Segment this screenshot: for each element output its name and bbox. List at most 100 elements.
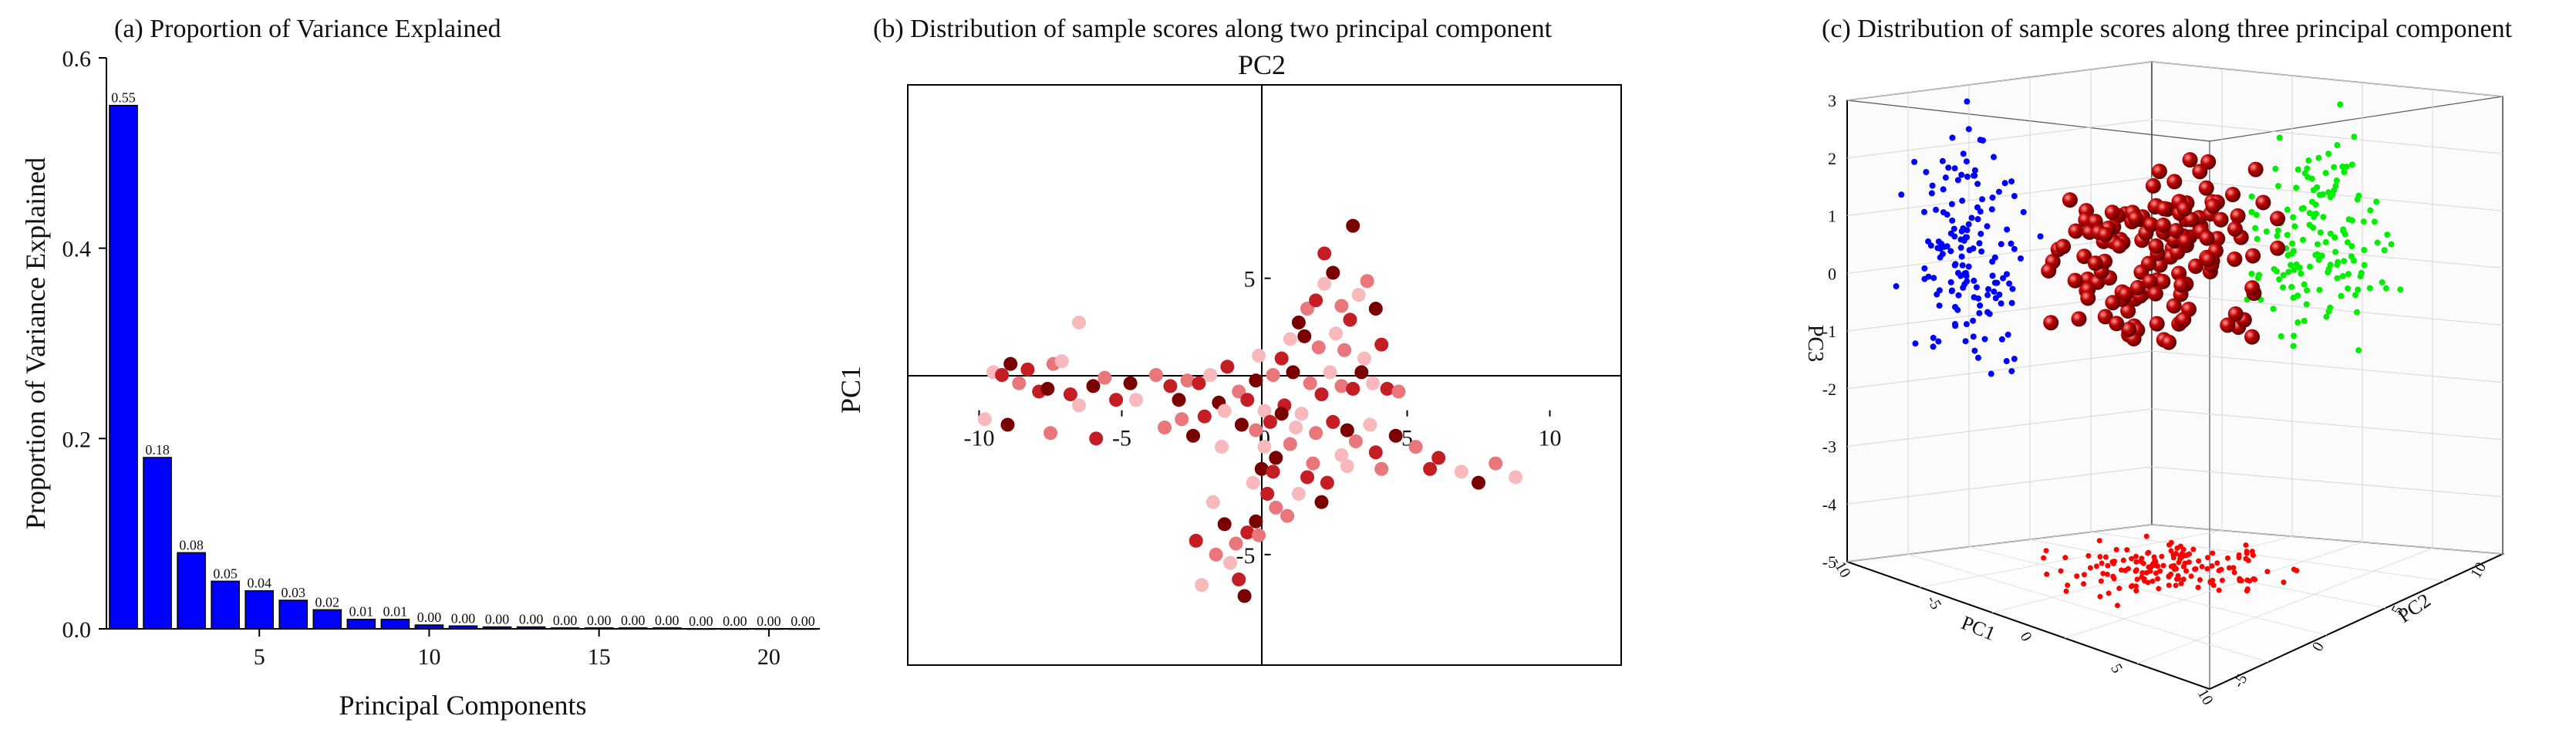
c-blue-point <box>1963 158 1970 165</box>
c-green-point <box>2253 211 2260 218</box>
c-red-point <box>2224 555 2230 561</box>
c-3d-point <box>2151 164 2167 180</box>
b-point <box>1286 365 1300 380</box>
c-blue-point <box>1974 181 1981 187</box>
b-point <box>1203 368 1218 382</box>
c-red-point <box>2186 559 2192 566</box>
b-point <box>1012 376 1027 390</box>
c-blue-point <box>1947 279 1954 285</box>
c-blue-point <box>1965 221 1972 228</box>
a-data-label: 0.00 <box>723 613 747 629</box>
c-blue-point <box>2008 368 2015 375</box>
c-blue-point <box>1959 262 1966 269</box>
c-3d-point <box>2244 329 2260 345</box>
c-green-point <box>2325 269 2332 275</box>
a-data-label: 0.00 <box>519 612 544 627</box>
c-red-point <box>2247 578 2253 584</box>
c-grid-line <box>2029 539 2386 609</box>
a-bar <box>550 627 580 630</box>
b-point <box>1323 365 1337 380</box>
c-blue-point <box>1938 241 1945 248</box>
c-red-point <box>2243 556 2249 562</box>
b-point <box>1232 572 1246 586</box>
b-point <box>1175 412 1189 427</box>
c-green-point <box>2361 262 2368 269</box>
c-blue-point <box>1970 333 1977 340</box>
c-green-point <box>2348 253 2355 260</box>
c-red-point <box>2251 576 2257 582</box>
c-red-point <box>2205 555 2211 561</box>
b-point <box>1197 409 1212 424</box>
c-blue-point <box>1957 245 1964 252</box>
c-3d-point <box>2105 295 2121 311</box>
b-point <box>1237 589 1252 603</box>
a-bar <box>482 626 512 630</box>
c-green-point <box>2248 208 2255 215</box>
c-red-point <box>2156 586 2162 592</box>
c-red-point <box>2197 577 2203 583</box>
a-data-label: 0.02 <box>315 594 340 610</box>
c-red-point <box>2087 565 2093 571</box>
b-point <box>1263 414 1277 429</box>
c-red-point <box>2105 562 2111 569</box>
c-green-point <box>2294 166 2301 173</box>
c-3d-point <box>2244 280 2261 296</box>
a-data-label: 0.00 <box>417 610 442 625</box>
c-blue-point <box>1996 291 2003 298</box>
c-red-point <box>2264 569 2271 575</box>
b-point <box>1269 500 1283 515</box>
c-3d-point <box>2155 273 2171 289</box>
c-blue-point <box>2011 245 2018 252</box>
c-top-edge <box>2209 96 2504 142</box>
c-red-point <box>2168 539 2174 546</box>
c-blue-point <box>2001 180 2008 187</box>
b-point <box>1180 373 1195 388</box>
b-point <box>1229 536 1243 551</box>
c-blue-point <box>1912 340 1919 347</box>
c-3d-point <box>2171 265 2187 282</box>
b-point <box>1254 461 1269 476</box>
c-red-point <box>2097 593 2103 600</box>
c-3d-point <box>2227 251 2243 267</box>
c-3d-point <box>2129 279 2146 296</box>
c-blue-point <box>1962 234 1969 241</box>
a-bar <box>380 618 410 630</box>
panel-a-variance-chart: (a) Proportion of Variance Explained 0.0… <box>20 15 820 721</box>
b-point <box>1260 486 1275 501</box>
b-point <box>1252 348 1266 363</box>
c-blue-point <box>2004 331 2011 338</box>
c-3d-point <box>2062 192 2078 208</box>
c-grid-line <box>1846 466 2153 505</box>
c-red-point <box>2081 581 2087 587</box>
panel-b-points <box>977 218 1523 603</box>
b-point <box>1129 393 1143 407</box>
a-bar <box>278 600 309 630</box>
c-red-point <box>2074 573 2080 579</box>
c-3d-point <box>2176 201 2193 217</box>
c-blue-point <box>1962 338 1969 345</box>
c-red-point <box>2216 587 2222 593</box>
c-blue-point <box>1947 230 1954 237</box>
panel-c-box <box>1846 61 2505 690</box>
b-point <box>1314 495 1329 509</box>
c-blue-point <box>1930 343 1937 350</box>
c-red-point <box>2168 563 2174 569</box>
c-grid-line <box>1846 524 2153 562</box>
c-blue-point <box>1971 294 1978 301</box>
c-ztick-label: -2 <box>1822 380 1836 399</box>
a-xtick-label: 15 <box>588 644 611 670</box>
c-green-point <box>2276 134 2283 141</box>
b-point <box>1300 302 1314 316</box>
b-point <box>1020 362 1035 377</box>
c-3d-point <box>2173 277 2190 293</box>
c-3d-point <box>2148 238 2164 254</box>
b-point <box>1309 293 1323 308</box>
c-red-point <box>2170 552 2176 558</box>
a-xtick-label: 10 <box>417 644 440 670</box>
c-3d-point <box>2152 257 2168 273</box>
c-3d-point <box>2142 273 2158 289</box>
c-green-point <box>2374 239 2381 246</box>
c-red-point <box>2236 552 2242 558</box>
c-green-point <box>2342 231 2348 238</box>
c-blue-point <box>2008 299 2015 306</box>
